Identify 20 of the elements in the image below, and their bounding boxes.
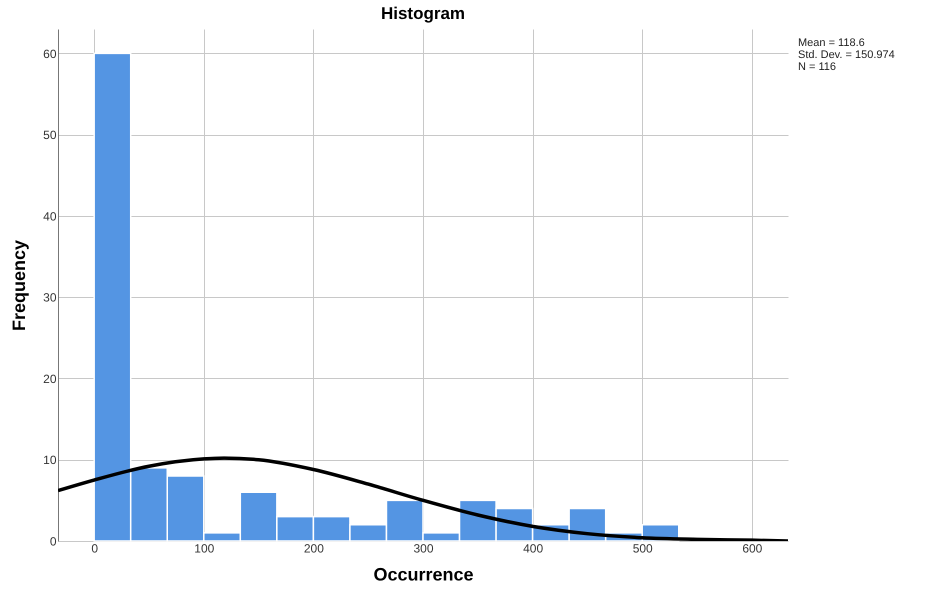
y-tick-label: 60 [43, 46, 57, 61]
x-tick-label: 200 [304, 542, 324, 556]
y-tick-label: 30 [43, 290, 57, 305]
x-tick-label: 0 [91, 542, 98, 556]
text: Std. Dev. = 150.974 [798, 49, 895, 61]
text: Mean = 118.6 [798, 37, 865, 49]
x-tick-label: 600 [742, 542, 763, 556]
y-tick-label: 20 [43, 372, 57, 386]
x-tick-label: 300 [413, 542, 434, 556]
x-axis-title: Occurrence [373, 564, 474, 584]
y-tick-label: 50 [43, 128, 57, 142]
y-tick-label: 40 [43, 209, 57, 224]
line-series [58, 456, 788, 541]
text: N = 116 [798, 61, 836, 73]
x-tick-label: 100 [194, 542, 215, 556]
x-tick-label: 400 [523, 542, 544, 556]
chart-title: Histogram [380, 4, 466, 23]
y-tick-label: 10 [43, 453, 57, 468]
y-axis-title: Frequency [9, 240, 30, 332]
x-tick-label: 500 [632, 542, 654, 556]
